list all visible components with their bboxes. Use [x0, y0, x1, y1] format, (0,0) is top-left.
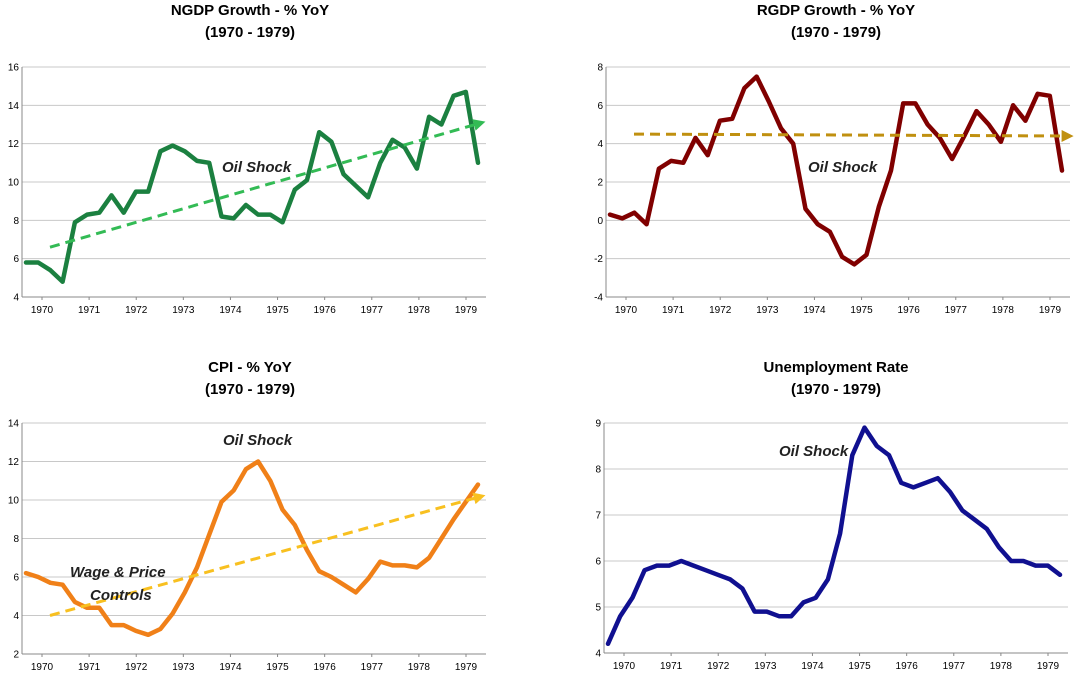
- x-tick-label: 1978: [992, 305, 1015, 316]
- x-tick-label: 1970: [615, 305, 638, 316]
- y-tick-label: 5: [595, 603, 601, 614]
- trend-arrow: [633, 129, 1074, 142]
- series-line: [23, 459, 481, 638]
- chart-title: RGDP Growth - % YoY: [756, 2, 916, 19]
- x-tick-label: 1970: [613, 661, 636, 672]
- y-tick-label: 14: [8, 101, 20, 112]
- y-tick-label: 6: [595, 557, 601, 568]
- y-tick-label: 2: [597, 178, 603, 189]
- gridlines: [22, 422, 486, 616]
- x-tick-label: 1978: [408, 305, 431, 316]
- annotation-oil-shock: Oil Shock: [222, 159, 292, 176]
- x-tick-label: 1976: [314, 305, 337, 316]
- y-tick-label: 4: [595, 649, 601, 660]
- y-tick-label: 10: [8, 178, 20, 189]
- y-tick-label: 2: [13, 650, 19, 661]
- x-tick-label: 1970: [31, 305, 54, 316]
- trend-arrow: [49, 119, 486, 249]
- chart-subtitle: (1970 - 1979): [790, 24, 882, 41]
- y-tick-label: 4: [597, 139, 603, 150]
- x-tick-label: 1972: [125, 662, 148, 673]
- x-tick-label: 1974: [803, 305, 826, 316]
- x-tick-label: 1975: [266, 662, 289, 673]
- x-tick-label: 1972: [709, 305, 732, 316]
- y-tick-label: 4: [13, 611, 19, 622]
- x-tick-label: 1972: [125, 305, 148, 316]
- annotation-oil-shock: Oil Shock: [223, 432, 293, 449]
- rgdp-chart-panel: RGDP Growth - % YoY (1970 - 1979) -4 -2 0 2…: [586, 0, 1086, 325]
- x-tick-label: 1979: [455, 662, 478, 673]
- y-tick-label: 0: [597, 216, 603, 227]
- x-tick-label: 1975: [266, 305, 289, 316]
- x-tick-label: 1972: [707, 661, 730, 672]
- y-tick-label: -2: [594, 254, 603, 265]
- x-tick-label: 1970: [31, 662, 54, 673]
- x-tick-label: 1977: [945, 305, 968, 316]
- y-tick-label: 6: [13, 254, 19, 265]
- unemployment-chart-panel: Unemployment Rate (1970 - 1979) 4 5 6 7 8 9 19…: [586, 357, 1086, 674]
- x-tick-label: 1973: [172, 662, 195, 673]
- series-line: [23, 89, 481, 284]
- annotation-controls: Controls: [90, 587, 152, 604]
- x-tick-label: 1971: [662, 305, 685, 316]
- unemployment-chart-svg: 4 5 6 7 8 9 1970 1971 1972 1973 1974 1975 1976 1977 19…: [595, 419, 1068, 672]
- x-tick-label: 1977: [361, 305, 384, 316]
- x-tick-label: 1979: [1039, 305, 1062, 316]
- x-tick-label: 1978: [990, 661, 1013, 672]
- y-tick-label: 8: [13, 534, 19, 545]
- trend-arrow: [49, 492, 486, 617]
- series-line: [605, 425, 1063, 647]
- x-tick-label: 1976: [896, 661, 919, 672]
- x-tick-label: 1975: [848, 661, 871, 672]
- y-tick-label: -4: [594, 293, 603, 304]
- y-tick-label: 9: [595, 419, 601, 430]
- x-tick-label: 1977: [361, 662, 384, 673]
- x-tick-label: 1978: [408, 662, 431, 673]
- y-tick-label: 7: [595, 511, 601, 522]
- ngdp-chart-svg: 4 6 8 10 12 14 16 1970 1971 1972 1973 1974 1975 1976 1…: [8, 63, 486, 316]
- y-tick-label: 16: [8, 63, 20, 74]
- x-tick-label: 1974: [219, 305, 242, 316]
- y-tick-label: 12: [8, 457, 20, 468]
- x-tick-label: 1974: [219, 662, 242, 673]
- x-tick-label: 1975: [850, 305, 873, 316]
- series-line: [607, 74, 1065, 267]
- x-tick-label: 1974: [801, 661, 824, 672]
- y-tick-label: 6: [597, 101, 603, 112]
- chart-subtitle: (1970 - 1979): [204, 381, 296, 398]
- gridlines: [22, 66, 486, 260]
- gridlines: [606, 66, 1070, 260]
- x-tick-label: 1979: [455, 305, 478, 316]
- x-tick-label: 1973: [756, 305, 779, 316]
- rgdp-chart-svg: -4 -2 0 2 4 6 8 1970 1971 1972 1973 1974 1975 1976 197…: [594, 63, 1074, 316]
- y-tick-label: 8: [595, 465, 601, 476]
- cpi-chart-panel: CPI - % YoY (1970 - 1979) 2 4 6 8 10 12 14 1970…: [0, 357, 500, 674]
- x-tick-label: 1976: [898, 305, 921, 316]
- x-tick-label: 1971: [78, 305, 101, 316]
- y-tick-label: 8: [13, 216, 19, 227]
- y-tick-label: 10: [8, 496, 20, 507]
- x-tick-label: 1973: [172, 305, 195, 316]
- annotation-wage-price: Wage & Price: [70, 564, 166, 581]
- chart-title: Unemployment Rate: [763, 359, 909, 376]
- x-tick-label: 1977: [943, 661, 966, 672]
- x-tick-label: 1971: [660, 661, 683, 672]
- y-tick-label: 6: [13, 573, 19, 584]
- x-tick-label: 1971: [78, 662, 101, 673]
- ngdp-chart-panel: NGDP Growth - % YoY (1970 - 1979) 4 6 8 10 1…: [0, 0, 500, 325]
- annotation-oil-shock: Oil Shock: [779, 443, 849, 460]
- x-tick-label: 1976: [314, 662, 337, 673]
- chart-subtitle: (1970 - 1979): [204, 24, 296, 41]
- x-tick-label: 1973: [754, 661, 777, 672]
- annotation-oil-shock: Oil Shock: [808, 159, 878, 176]
- x-tick-label: 1979: [1037, 661, 1060, 672]
- y-tick-label: 12: [8, 139, 20, 150]
- cpi-chart-svg: 2 4 6 8 10 12 14 1970 1971 1972 1973 1974 1975 1976 19…: [8, 419, 486, 673]
- chart-subtitle: (1970 - 1979): [790, 381, 882, 398]
- y-tick-label: 14: [8, 419, 20, 430]
- y-tick-label: 8: [597, 63, 603, 74]
- chart-title: CPI - % YoY: [208, 359, 292, 376]
- chart-title: NGDP Growth - % YoY: [170, 2, 330, 19]
- y-tick-label: 4: [13, 293, 19, 304]
